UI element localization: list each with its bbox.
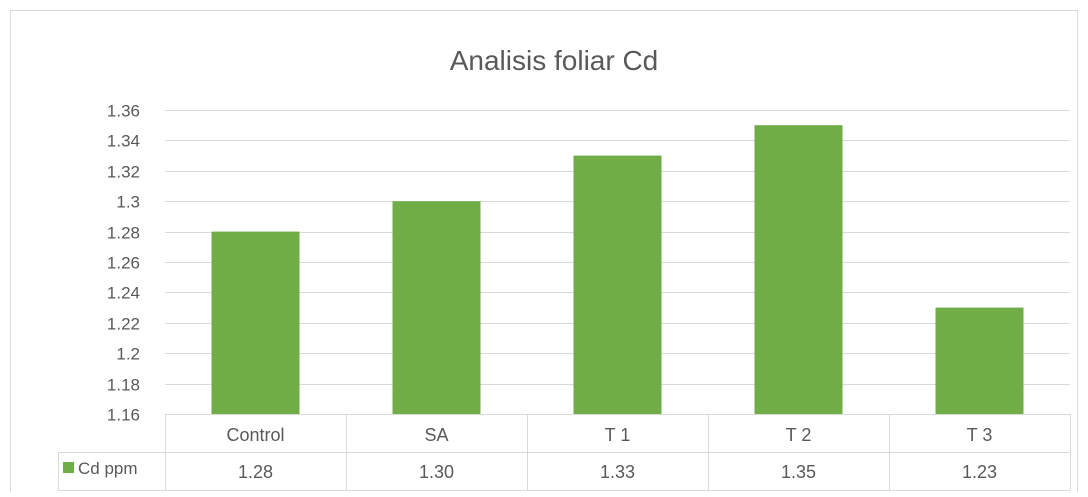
data-table-value: 1.28 [238,462,273,482]
bar [211,231,300,414]
y-axis: 1.36 1.34 1.32 1.3 1.28 1.26 1.24 1.22 1.2 1.18 1.… [107,102,140,425]
y-tick-label: 1.24 [107,284,140,303]
y-tick-label: 1.3 [116,193,140,212]
y-tick-label: 1.18 [107,376,140,395]
y-tick-label: 1.32 [107,163,140,182]
legend-key [63,462,74,473]
category-label: T 3 [967,425,993,445]
data-table-value: 1.23 [962,462,997,482]
bars [211,125,1024,414]
y-tick-label: 1.2 [116,345,140,364]
y-tick-label: 1.36 [107,102,140,121]
category-label: T 1 [605,425,631,445]
data-table: Control SA T 1 T 2 T 3 Cd ppm 1.28 1.30 1.33 1.35… [58,414,1071,491]
bar [935,307,1024,414]
bar [392,201,481,414]
category-label: T 2 [786,425,812,445]
data-table-value: 1.33 [600,462,635,482]
data-table-value: 1.30 [419,462,454,482]
category-label: SA [424,425,448,445]
legend-series-name: Cd ppm [78,459,138,478]
bar [573,155,662,414]
y-tick-label: 1.16 [107,406,140,425]
y-tick-label: 1.26 [107,254,140,273]
data-table-value: 1.35 [781,462,816,482]
y-tick-label: 1.34 [107,132,140,151]
bar [754,125,843,414]
category-label: Control [226,425,284,445]
y-tick-label: 1.22 [107,315,140,334]
y-tick-label: 1.28 [107,224,140,243]
chart-title: Analisis foliar Cd [450,45,659,76]
chart-area-border [10,10,1078,493]
